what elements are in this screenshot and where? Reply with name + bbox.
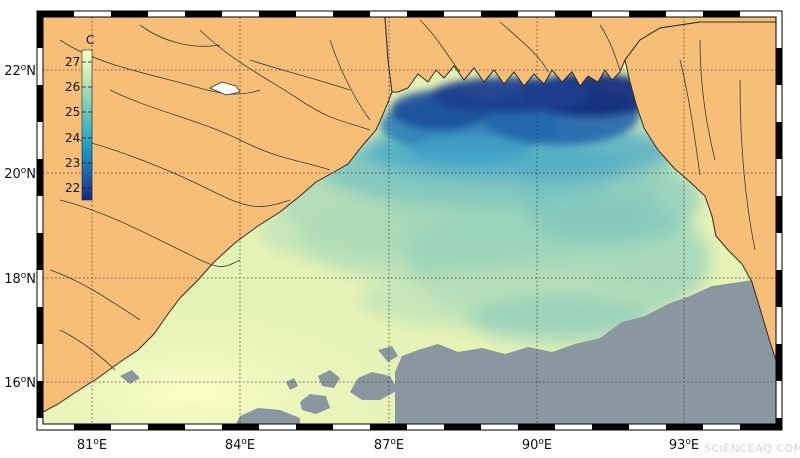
frame-segment	[37, 48, 43, 85]
lon-label-90e: 90oE	[522, 437, 552, 453]
frame-segment	[37, 11, 74, 17]
frame-segment	[37, 344, 43, 381]
frame-segment	[555, 424, 592, 430]
lon-label-93e: 93oE	[669, 437, 699, 453]
frame-segment	[481, 424, 518, 430]
frame-segment	[740, 424, 777, 430]
lake	[209, 81, 241, 96]
frame-segment	[776, 418, 782, 430]
frame-segment	[222, 11, 259, 17]
frame-segment	[666, 424, 703, 430]
frame-segment	[776, 307, 782, 344]
colorbar-tick-label: 26	[65, 80, 80, 94]
frame-segment	[333, 424, 370, 430]
lon-label-87e: 87oE	[374, 437, 404, 453]
frame-segment	[776, 48, 782, 85]
frame-segment	[776, 270, 782, 307]
frame-segment	[776, 196, 782, 233]
frame-segment	[666, 11, 703, 17]
rivers	[49, 19, 756, 371]
lat-label-16n: 16oN	[4, 375, 36, 391]
colorbar-tick-label: 25	[65, 105, 80, 119]
frame-segment	[259, 424, 296, 430]
no-data-mask	[395, 276, 776, 424]
frame-segment	[296, 11, 333, 17]
frame-segment	[592, 11, 629, 17]
frame-segment	[592, 424, 629, 430]
frame-segment	[37, 424, 74, 430]
frame-segment	[555, 11, 592, 17]
frame-segment	[37, 418, 43, 430]
colorbar-tick-label: 23	[65, 156, 80, 170]
frame-segment	[776, 85, 782, 122]
colorbar-unit: C	[86, 33, 94, 47]
frame-segment	[37, 381, 43, 418]
frame-segment	[37, 270, 43, 307]
frame-segment	[370, 424, 407, 430]
frame-segment	[259, 11, 296, 17]
watermark: SCIENCEAQ.COM	[704, 442, 800, 455]
frame-segment	[148, 11, 185, 17]
frame-segment	[37, 159, 43, 196]
latitude-labels: 22oN 20oN 18oN 16oN	[4, 63, 36, 391]
frame-segment	[370, 11, 407, 17]
colorbar-tick-label: 24	[65, 131, 80, 145]
lat-label-18n: 18oN	[4, 271, 36, 287]
frame-segment	[629, 424, 666, 430]
frame-segment	[776, 159, 782, 196]
frame-segment	[37, 233, 43, 270]
frame-segment	[444, 424, 481, 430]
frame-segment	[37, 307, 43, 344]
frame-segment	[222, 424, 259, 430]
lon-label-84e: 84oE	[225, 437, 255, 453]
land-myanmar	[624, 21, 776, 361]
frame-segment	[518, 424, 555, 430]
frame-segment	[148, 424, 185, 430]
frame-segment	[37, 122, 43, 159]
frame-segment	[629, 11, 666, 17]
colorbar-tick-label: 27	[65, 55, 80, 69]
frame-segment	[776, 344, 782, 381]
frame-segment	[37, 196, 43, 233]
frame-segment	[37, 11, 43, 48]
frame-segment	[776, 381, 782, 418]
frame-segment	[407, 424, 444, 430]
colorbar-tick-label: 22	[65, 181, 80, 195]
sst-field	[260, 120, 710, 345]
frame-segment	[444, 11, 481, 17]
frame-segment	[111, 424, 148, 430]
frame-segment	[518, 11, 555, 17]
frame-segment	[37, 85, 43, 122]
frame-segment	[407, 11, 444, 17]
frame-segment	[776, 122, 782, 159]
map-frame	[36, 10, 783, 431]
frame-segment	[481, 11, 518, 17]
lon-label-81e: 81oE	[77, 437, 107, 453]
frame-segment	[333, 11, 370, 17]
frame-segment	[703, 11, 740, 17]
frame-segment	[740, 11, 777, 17]
frame-segment	[296, 424, 333, 430]
lat-label-20n: 20oN	[4, 166, 36, 182]
frame-segment	[185, 11, 222, 17]
frame-segment	[74, 424, 111, 430]
longitude-labels: 81oE 84oE 87oE 90oE 93oE	[77, 437, 699, 453]
colorbar: C 27 26 25 24 23 22	[65, 33, 94, 201]
frame-segment	[776, 11, 782, 48]
frame-segment	[703, 424, 740, 430]
lat-label-22n: 22oN	[4, 63, 36, 79]
frame-segment	[111, 11, 148, 17]
frame-segment	[74, 11, 111, 17]
frame-segment	[776, 233, 782, 270]
frame-segment	[185, 424, 222, 430]
